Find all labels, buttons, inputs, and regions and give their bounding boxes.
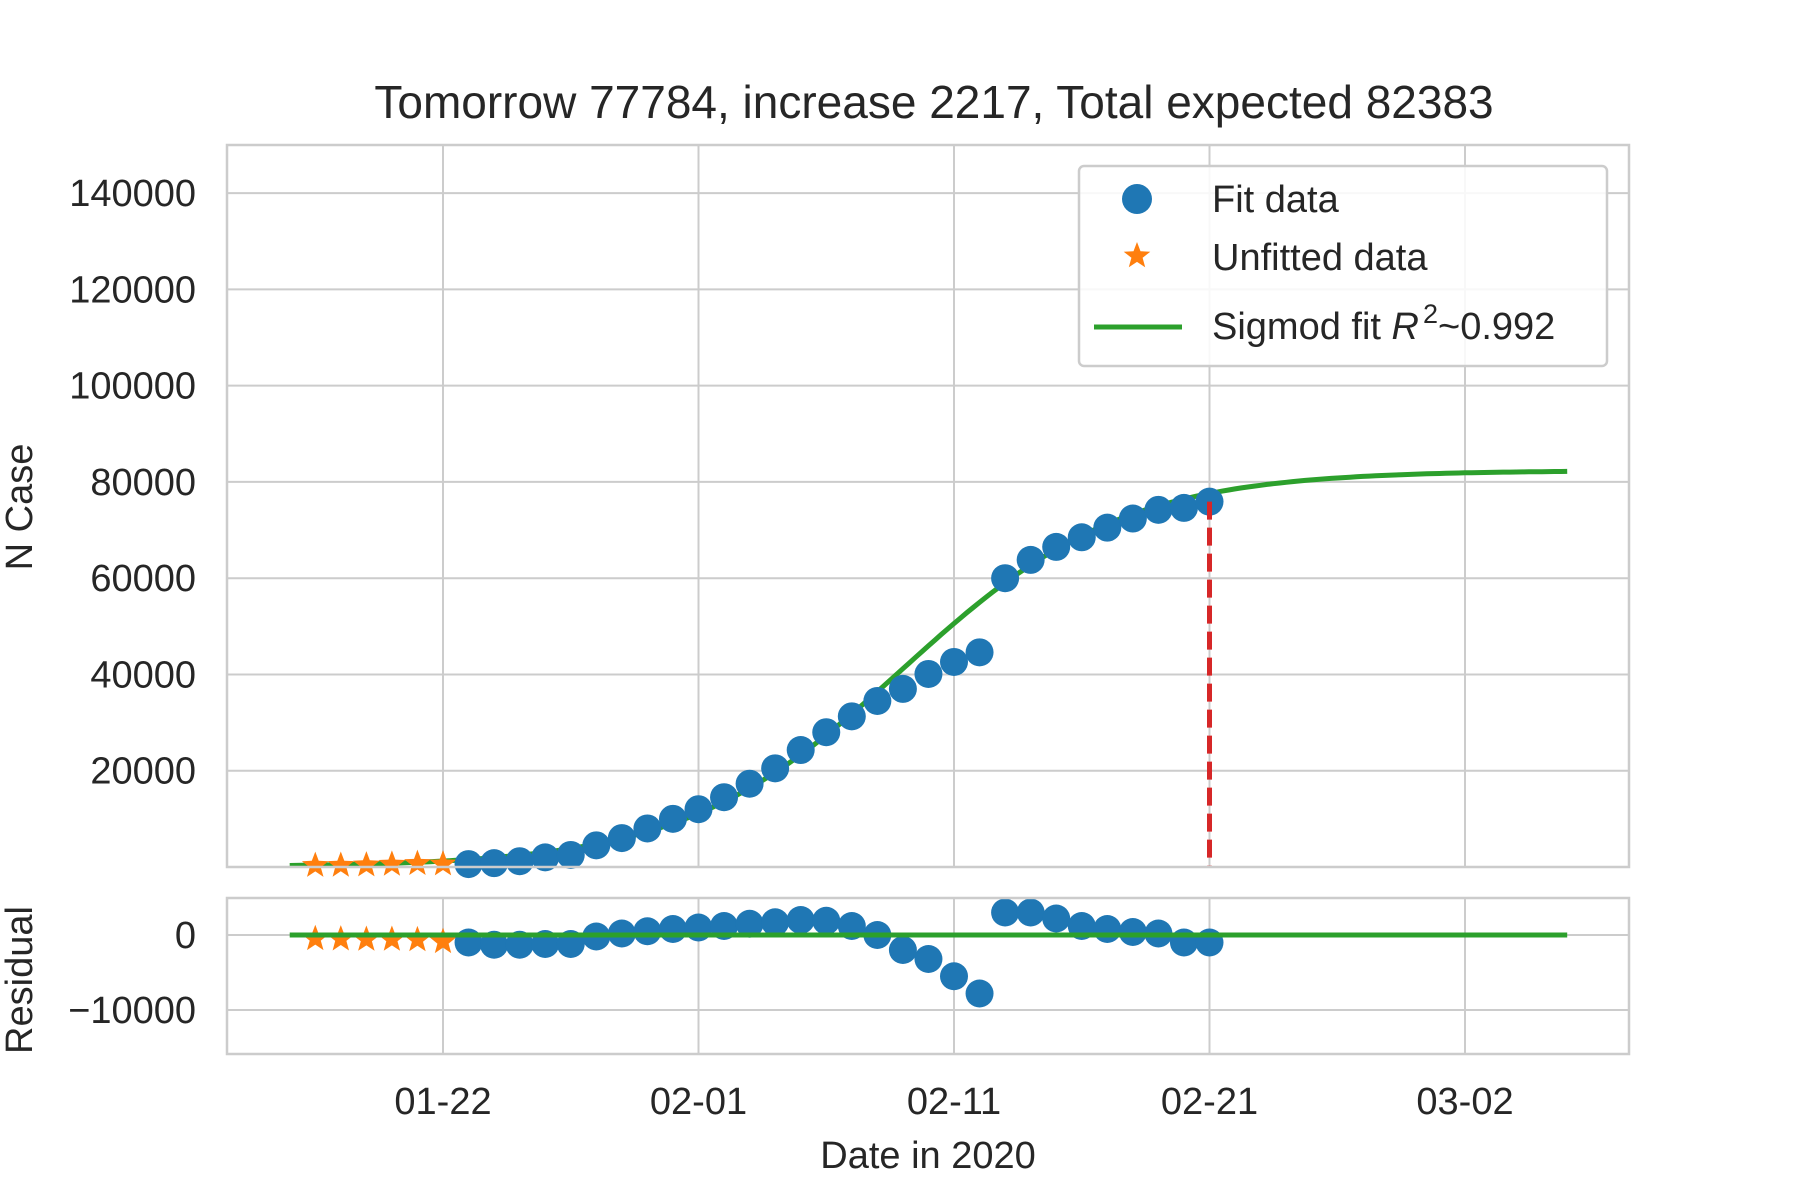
residual-plot-area (227, 898, 1629, 1054)
fit-residual-point (940, 962, 968, 991)
fit-data-point (761, 754, 790, 783)
legend-curve-value: ~0.992 (1438, 306, 1555, 348)
fit-residual-point (1042, 904, 1071, 933)
fit-data-point (480, 849, 509, 878)
fit-residual-point (812, 906, 841, 935)
fit-residual-point (505, 930, 534, 959)
chart-title: Tomorrow 77784, increase 2217, Total exp… (374, 76, 1493, 128)
legend-box (1077, 164, 1609, 368)
x-tick-label: 02-01 (650, 1081, 747, 1123)
fit-data-point (1067, 523, 1096, 552)
fit-data-point (735, 769, 764, 798)
x-tick-label: 02-21 (1161, 1081, 1258, 1123)
main-y-tick-label: 120000 (69, 269, 196, 311)
fit-data-point (812, 718, 841, 747)
unfitted-residual-point (327, 925, 355, 951)
unfitted-data-point (404, 849, 431, 875)
fit-data-point (1093, 513, 1122, 542)
fit-data-point (454, 850, 483, 879)
x-tick-label: 01-22 (394, 1081, 491, 1123)
fit-residual-point (888, 936, 917, 964)
fit-data-point (1144, 495, 1173, 524)
residual-y-axis-label: Residual (0, 906, 41, 1054)
x-tick-labels: 01-22 02-01 02-11 02-21 03-02 (394, 1081, 1513, 1123)
fit-data-point (1118, 504, 1147, 533)
unfitted-data-point (429, 850, 457, 876)
fit-residual-point (1016, 898, 1045, 927)
fit-data-point (991, 564, 1020, 593)
fit-data-point (914, 659, 943, 688)
residual-panel: 0 −10000 Residual (0, 896, 1631, 1056)
main-y-tick-label: 100000 (69, 366, 196, 408)
fit-data-point (837, 702, 866, 731)
main-y-tick-label: 40000 (90, 654, 196, 696)
fit-data-point (505, 847, 534, 876)
unfitted-data-point (327, 851, 355, 877)
residual-series (289, 898, 1568, 1008)
residual-plot-frame (225, 896, 1631, 1056)
main-y-tick-label: 80000 (90, 462, 196, 504)
fit-data-point (1169, 493, 1198, 522)
residual-x-grid (442, 898, 1466, 1054)
main-y-tick-label: 140000 (69, 173, 196, 215)
fit-data-point (1195, 487, 1224, 516)
fit-data-point (582, 831, 611, 860)
unfitted-data-point (301, 851, 329, 877)
fit-residual-point (761, 908, 790, 937)
legend-fit-marker (1122, 184, 1152, 214)
residual-y-tick-label: 0 (175, 915, 196, 957)
unfitted-data-point (353, 851, 380, 877)
fit-residual-point (786, 906, 815, 934)
fit-data-point (607, 824, 636, 853)
fit-residual-point (735, 909, 764, 938)
fit-data-point (658, 804, 687, 833)
unfitted-residual-point (378, 925, 406, 951)
unfitted-residual-point (353, 925, 380, 951)
x-tick-label: 02-11 (907, 1081, 1001, 1123)
x-tick-label: 03-02 (1416, 1081, 1513, 1123)
fit-data-point (684, 795, 713, 824)
legend-unfitted-label: Unfitted data (1212, 237, 1428, 279)
fit-residual-point (965, 979, 994, 1008)
x-axis-label: Date in 2020 (820, 1135, 1036, 1177)
fit-data-point (710, 783, 739, 812)
fit-data-point (940, 647, 968, 676)
fit-data-point (531, 843, 560, 872)
fit-residual-point (991, 898, 1020, 927)
residual-y-tick-label: −10000 (68, 990, 196, 1032)
main-y-axis-label: N Case (0, 444, 41, 571)
fit-data-point (786, 736, 815, 765)
residual-y-tick-labels: 0 −10000 (68, 915, 196, 1032)
legend-curve-label: Sigmod fit R 2~0.992 (1212, 299, 1555, 348)
fit-residual-point (1118, 918, 1147, 946)
fit-residual-point (914, 945, 943, 973)
main-plot-frame (225, 143, 1631, 869)
legend-curve-sup: 2 (1423, 299, 1438, 329)
fit-residual-point (658, 915, 687, 943)
legend-curve-r: R (1392, 306, 1419, 348)
main-y-tick-label: 60000 (90, 558, 196, 600)
unfitted-residual-point (429, 927, 457, 954)
fit-data-point (1042, 532, 1071, 561)
fit-residual-point (480, 930, 509, 959)
main-y-tick-label: 20000 (90, 751, 196, 793)
fit-data-point (1016, 545, 1045, 574)
legend-fit-label: Fit data (1212, 179, 1340, 221)
main-y-tick-labels: 20000 40000 60000 80000 100000 120000 140000 (69, 173, 196, 793)
main-series (289, 468, 1568, 879)
legend-curve-text: Sigmod fit (1212, 306, 1392, 348)
fit-data-point (633, 814, 662, 843)
fit-data-point (965, 638, 994, 667)
unfitted-residual-point (404, 925, 431, 952)
unfitted-data-point (378, 850, 406, 876)
fit-data-point (556, 840, 585, 869)
fit-data-point (888, 674, 917, 703)
fit-residual-point (1093, 915, 1122, 943)
fit-residual-point (633, 917, 662, 946)
fit-data-point (863, 686, 892, 715)
legend: Fit data Unfitted data Sigmod fit R 2~0.9… (1077, 164, 1609, 368)
legend-unfitted-marker (1123, 242, 1151, 268)
